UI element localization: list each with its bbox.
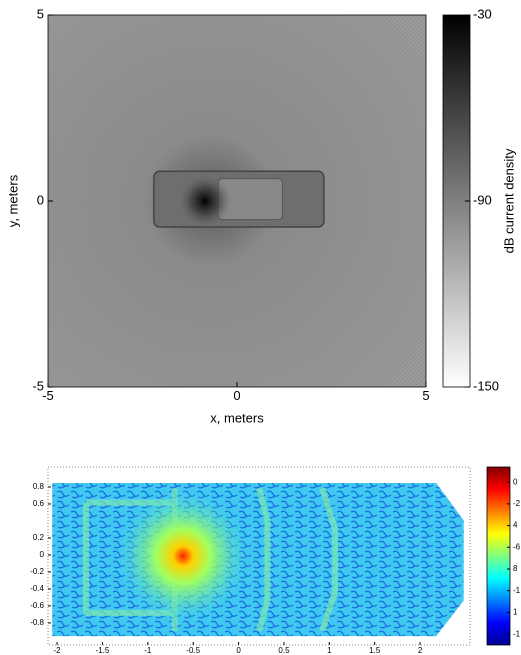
x-tick-label: -0.5 [186, 646, 200, 655]
colorbar-tick-label: -150 [473, 378, 499, 393]
x-axis-label: x, meters [210, 410, 264, 425]
y-tick-label: -0.4 [30, 584, 44, 593]
colorbar [487, 467, 510, 645]
y-tick-label: -0.2 [30, 567, 44, 576]
colorbar-tick-label: -90 [473, 192, 492, 207]
hot-spot [178, 175, 231, 228]
y-tick-label: 0.8 [33, 482, 45, 491]
x-tick-label: 1.5 [369, 646, 381, 655]
colorbar-tick-label: -6 [513, 542, 521, 551]
x-tick-label: 5 [422, 388, 429, 403]
hot-spot [115, 488, 250, 623]
y-tick-label: -0.8 [30, 618, 44, 627]
colorbar-tick-label: 0 [513, 477, 518, 486]
y-tick-label: -0.6 [30, 601, 44, 610]
y-tick-label: -5 [32, 378, 44, 393]
colorbar-tick-label: -30 [473, 6, 492, 21]
colorbar-label: dB current density [501, 148, 516, 253]
figure: -505-505x, metersy, meters-150-90-30dB c… [0, 0, 521, 655]
y-tick-label: 5 [37, 6, 44, 21]
x-tick-label: 0.5 [278, 646, 290, 655]
x-tick-label: 0 [233, 388, 240, 403]
x-tick-label: 0 [236, 646, 241, 655]
y-tick-label: 0 [40, 550, 45, 559]
colorbar-tick-label: 4 [513, 521, 518, 530]
y-tick-label: 0.2 [33, 533, 45, 542]
colorbar-tick-label: -1 [513, 586, 521, 595]
x-tick-label: 1 [327, 646, 332, 655]
colorbar-tick-label: -1 [513, 629, 521, 638]
x-tick-label: -2 [54, 646, 62, 655]
x-tick-label: -1.5 [96, 646, 110, 655]
x-tick-label: -1 [144, 646, 152, 655]
y-axis-label: y, meters [5, 174, 20, 227]
colorbar-tick-label: 8 [513, 564, 518, 573]
x-tick-label: 2 [418, 646, 423, 655]
colorbar-tick-label: -2 [513, 499, 521, 508]
colorbar-tick-label: 1 [513, 608, 518, 617]
y-tick-label: 0.6 [33, 499, 45, 508]
y-tick-label: 0 [37, 192, 44, 207]
